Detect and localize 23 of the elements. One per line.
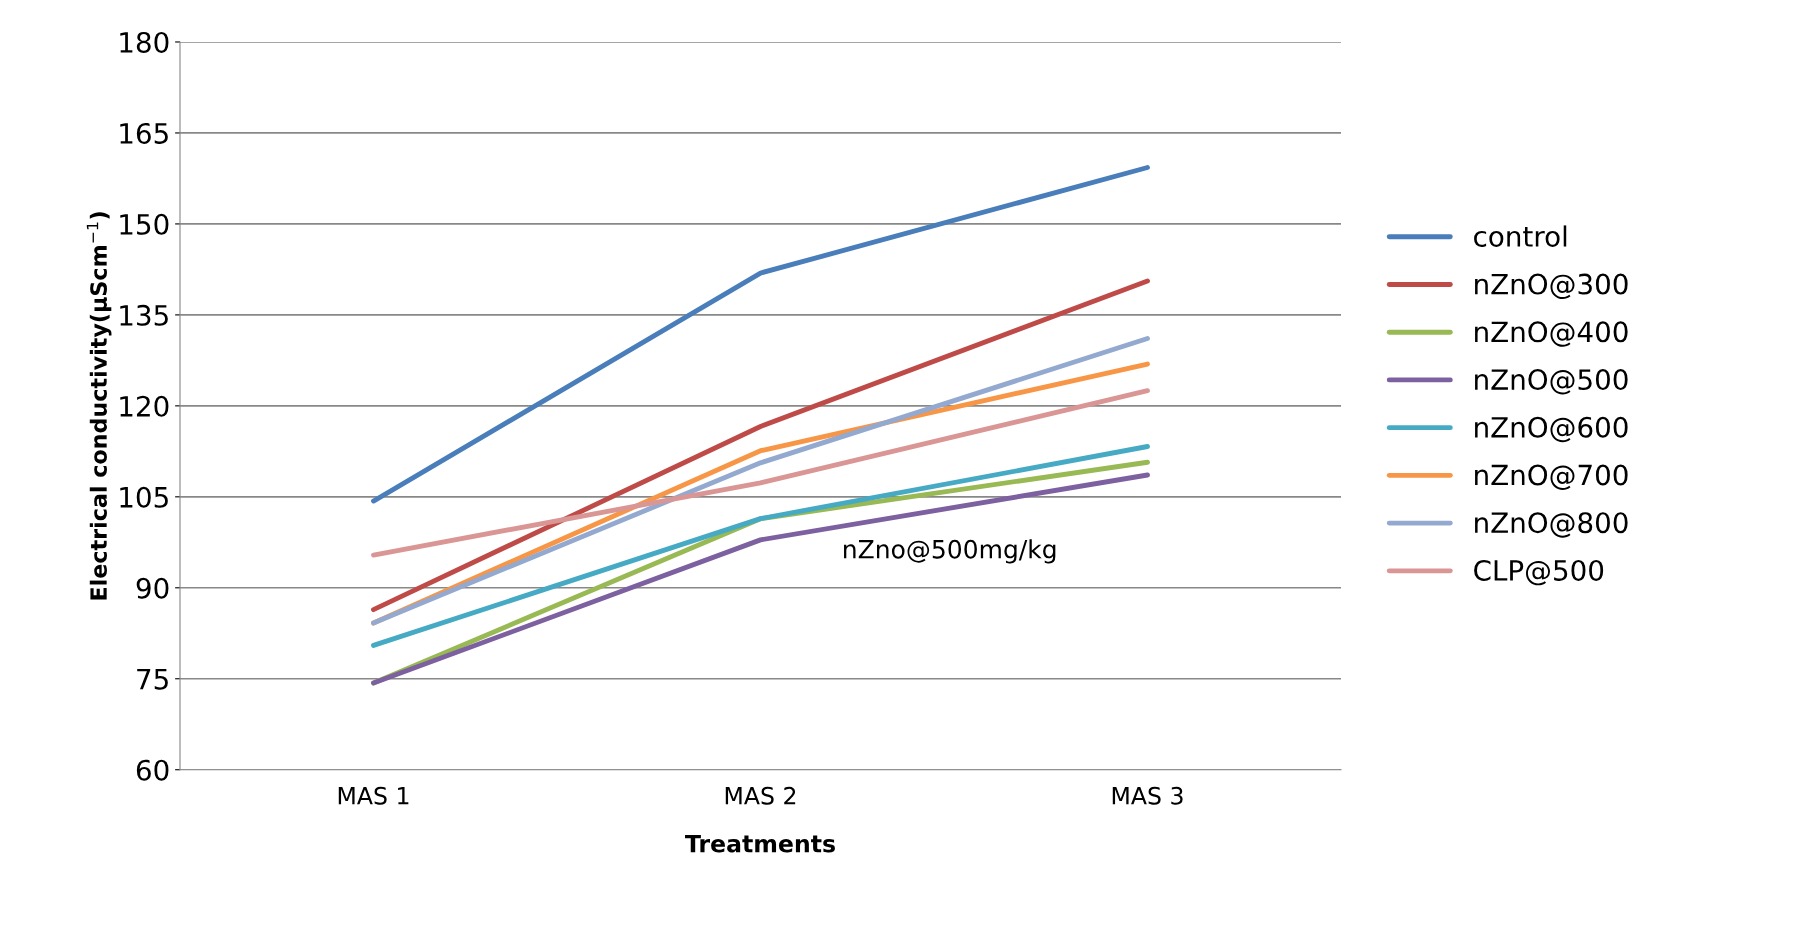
annotation: nZno@500mg/kg <box>844 539 1056 564</box>
y-tick-label: 135 <box>120 304 168 326</box>
y-tick-label: 165 <box>120 122 168 144</box>
y-tick-label: 60 <box>136 759 169 781</box>
legend-label: CLP@500 <box>1474 559 1604 586</box>
legend-label: nZnO@700 <box>1475 464 1628 490</box>
x-tick-label: MAS 2 <box>725 786 796 805</box>
y-tick-label: 90 <box>136 577 169 599</box>
x-tick-label: MAS 1 <box>338 786 409 805</box>
y-tick-label: 75 <box>137 669 168 690</box>
y-axis-title: Electrical conductivity(µScm$^{−1}$) <box>86 212 112 600</box>
legend-label: control <box>1474 225 1567 247</box>
y-tick-label: 105 <box>120 486 168 508</box>
x-axis-title: Treatments <box>685 834 835 853</box>
legend-label: nZnO@800 <box>1475 512 1628 538</box>
legend-label: nZnO@400 <box>1475 321 1628 347</box>
legend-label: nZnO@500 <box>1475 369 1628 395</box>
y-tick-label: 150 <box>120 213 169 235</box>
legend-label: nZnO@300 <box>1475 273 1628 300</box>
x-tick-label: MAS 3 <box>1112 786 1183 805</box>
legend-label: nZnO@600 <box>1475 416 1628 443</box>
y-tick-label: 120 <box>120 395 169 417</box>
y-tick-label: 180 <box>120 31 169 53</box>
